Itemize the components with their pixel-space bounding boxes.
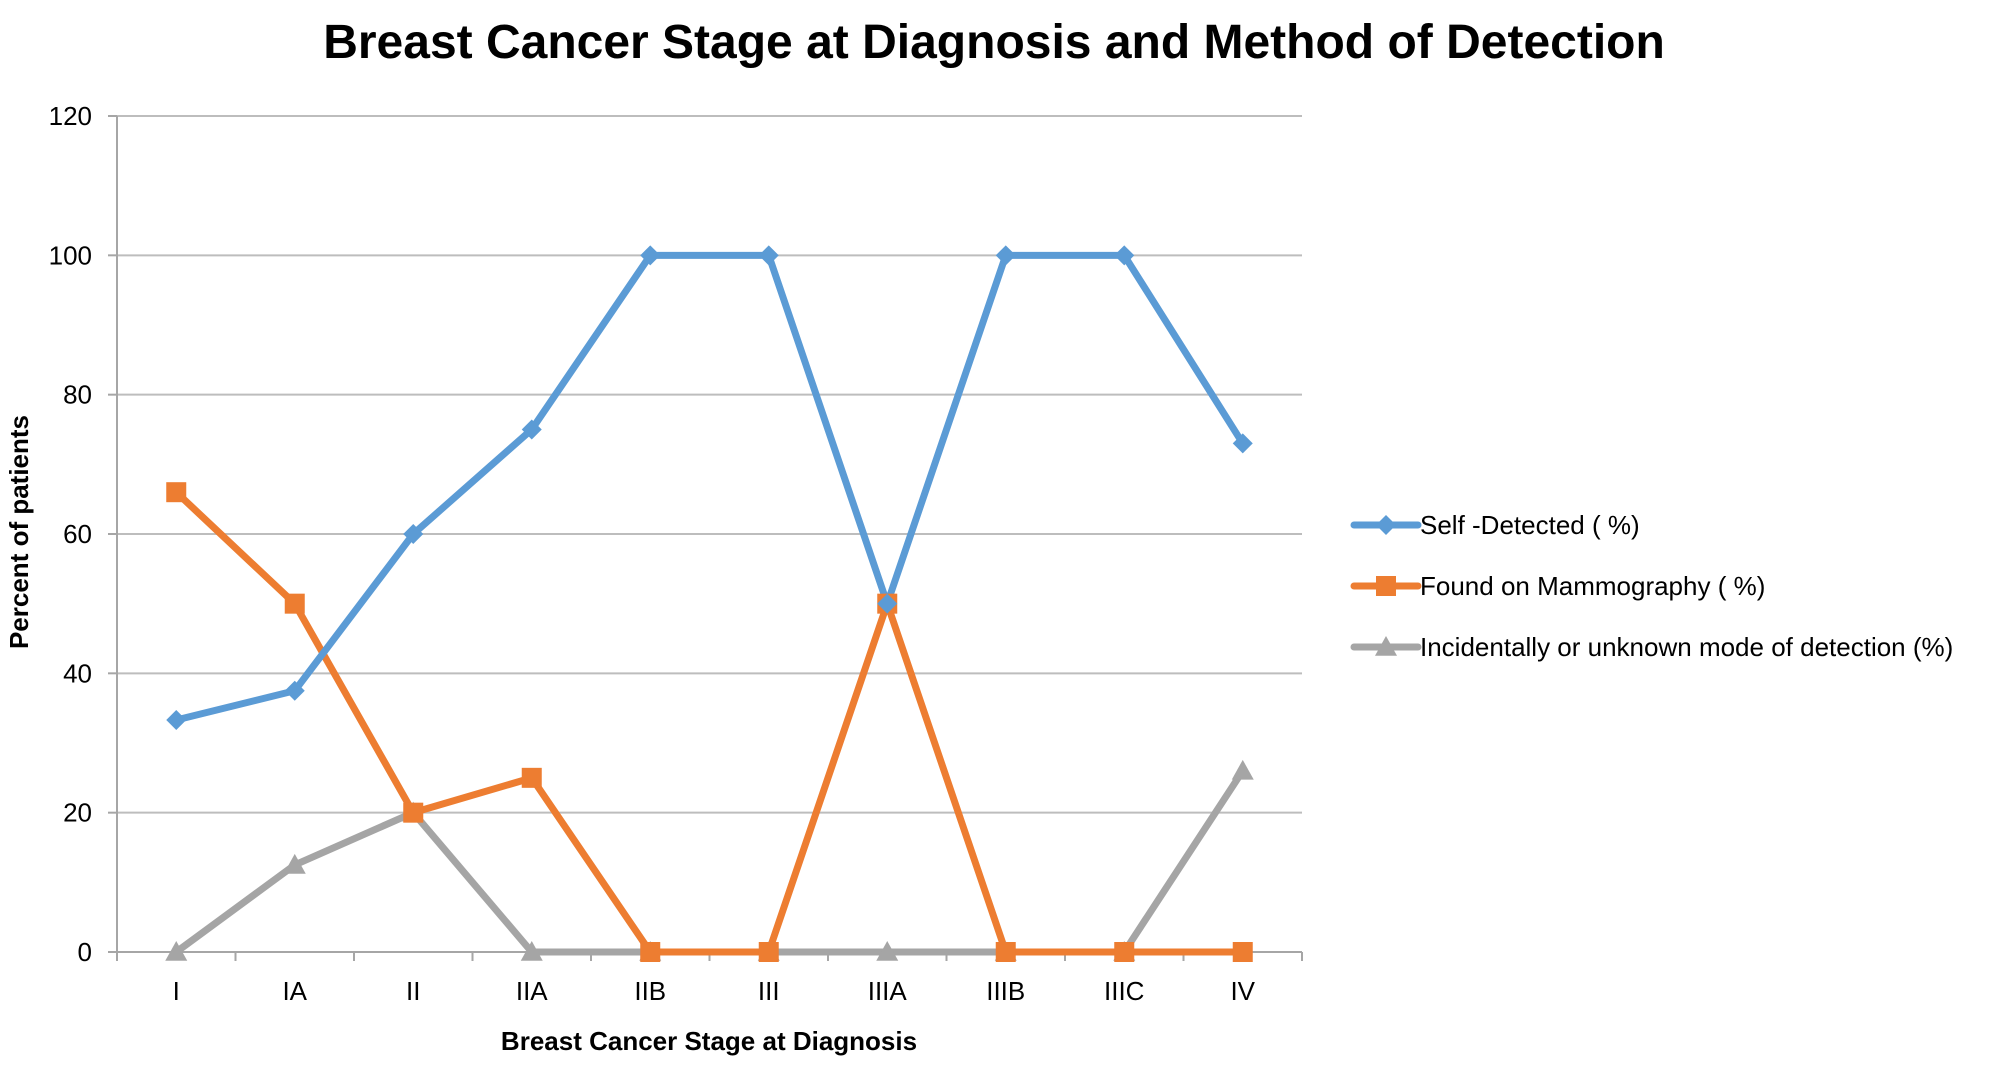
legend-label: Found on Mammography ( %) (1420, 571, 1765, 601)
data-point-triangle (876, 941, 899, 961)
legend-item: Found on Mammography ( %) (1350, 571, 1765, 601)
legend-swatch-marker (1376, 576, 1396, 596)
y-axis-ticks: 0 20 40 60 80 100 120 (49, 101, 117, 967)
data-point-square (284, 593, 305, 614)
legend-label: Self -Detected ( %) (1420, 510, 1640, 540)
gridlines (117, 115, 1302, 814)
series-line-3 (172, 767, 1247, 956)
x-axis-title: Breast Cancer Stage at Diagnosis (501, 1026, 917, 1056)
y-tick-label: 120 (49, 101, 92, 131)
legend-item: Self -Detected ( %) (1350, 510, 1640, 540)
x-tick-label: IIIB (986, 976, 1025, 1006)
y-tick-label: 80 (63, 380, 92, 410)
data-point-square (1232, 942, 1253, 962)
data-point-diamond (995, 245, 1016, 266)
y-axis-title: Percent of patients (4, 415, 34, 649)
data-point-square (995, 942, 1016, 962)
data-point-square (403, 802, 424, 823)
series-line-2 (172, 488, 1247, 956)
x-tick-label: III (758, 976, 780, 1006)
legend: Self -Detected ( %) Found on Mammography … (1350, 510, 1953, 662)
legend-label: Incidentally or unknown mode of detectio… (1420, 632, 1953, 662)
x-tick-label: IA (282, 976, 307, 1006)
data-point-triangle (1231, 759, 1254, 780)
data-point-triangle (165, 941, 188, 961)
y-tick-label: 0 (78, 937, 92, 967)
data-point-diamond (640, 245, 661, 266)
chart-title: Breast Cancer Stage at Diagnosis and Met… (323, 16, 1665, 69)
y-tick-label: 60 (63, 519, 92, 549)
x-tick-label: IIB (634, 976, 666, 1006)
x-tick-label: IIIC (1104, 976, 1144, 1006)
series-line-1 (172, 251, 1247, 724)
data-point-square (640, 942, 661, 962)
data-point-diamond (403, 524, 424, 544)
data-point-square (758, 942, 779, 962)
data-point-diamond (284, 680, 305, 701)
data-point-diamond (1232, 433, 1253, 454)
series-lines (172, 251, 1247, 956)
legend-item: Incidentally or unknown mode of detectio… (1350, 632, 1953, 662)
y-tick-label: 20 (63, 798, 92, 828)
data-point-triangle (520, 941, 543, 961)
legend-swatch-marker (1376, 515, 1396, 535)
series-markers (165, 245, 1254, 962)
y-tick-label: 40 (63, 658, 92, 688)
data-point-diamond (1114, 245, 1135, 266)
data-point-square (166, 482, 187, 503)
data-point-triangle (283, 853, 306, 874)
data-point-square (1114, 942, 1135, 962)
x-tick-label: IV (1230, 976, 1255, 1006)
y-tick-label: 100 (49, 240, 92, 270)
data-point-diamond (758, 245, 779, 266)
x-tick-label: II (406, 976, 420, 1006)
data-point-diamond (521, 419, 542, 440)
data-point-diamond (877, 593, 898, 614)
x-tick-label: IIA (516, 976, 548, 1006)
data-point-square (521, 767, 542, 788)
x-tick-label: I (173, 976, 180, 1006)
legend-swatch-marker (1375, 636, 1397, 656)
x-axis-ticks: I IA II IIA IIB III IIIA IIIB IIIC IV (116, 952, 1303, 1006)
data-point-diamond (166, 710, 187, 731)
x-tick-label: IIIA (868, 976, 908, 1006)
